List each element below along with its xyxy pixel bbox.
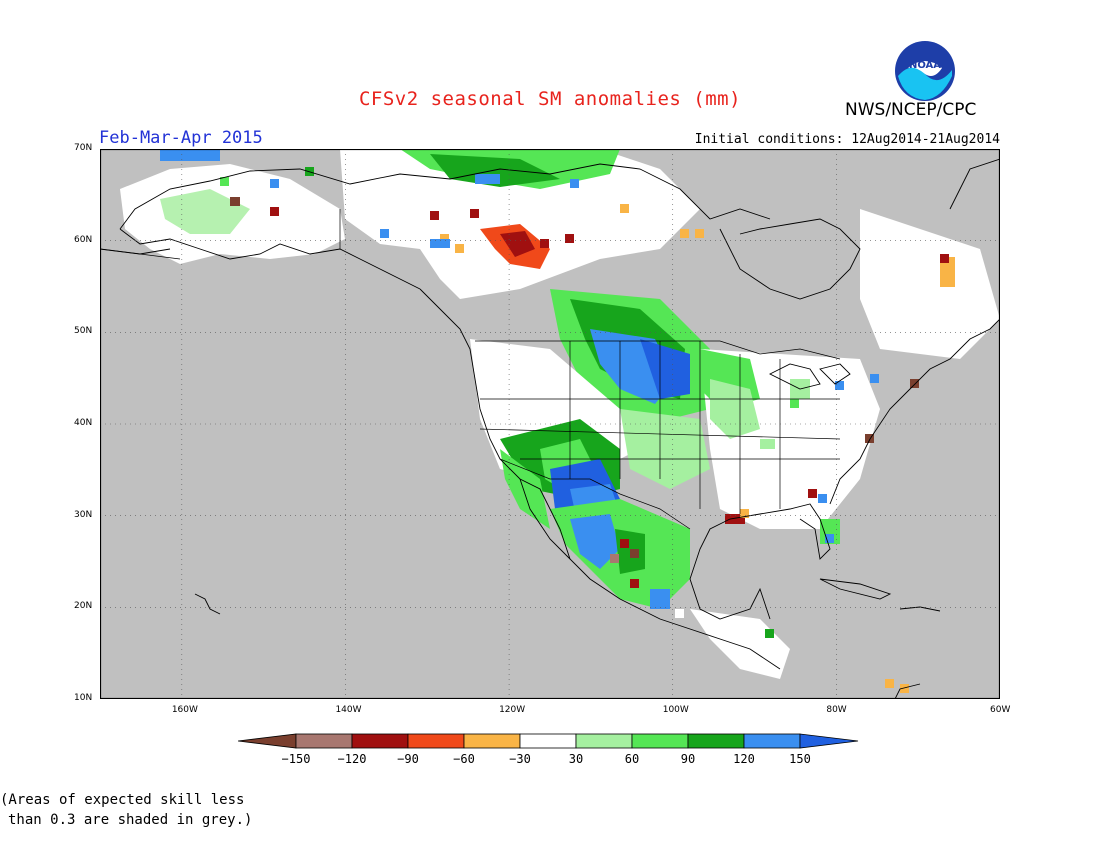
lat-tick-label: 70N xyxy=(74,143,93,153)
colorbar-label: −60 xyxy=(453,752,475,766)
colorbar-swatch xyxy=(743,733,801,749)
lon-tick-label: 160W xyxy=(171,705,198,715)
coastlines xyxy=(100,158,1000,699)
footnote-line-2: than 0.3 are shaded in grey.) xyxy=(8,812,253,828)
colorbar-label: −120 xyxy=(337,752,367,766)
lat-tick-label: 40N xyxy=(74,418,93,428)
lon-tick-label: 60W xyxy=(990,705,1011,715)
lon-tick-label: 100W xyxy=(662,705,689,715)
lat-tick-label: 60N xyxy=(74,234,93,245)
colorbar-label: −30 xyxy=(509,752,531,766)
colorbar xyxy=(238,733,859,749)
colorbar-label: 60 xyxy=(624,752,640,766)
colorbar-swatch xyxy=(351,733,409,749)
colorbar-swatch xyxy=(687,733,745,749)
colorbar-swatch xyxy=(519,733,577,749)
colorbar-label: −150 xyxy=(281,752,311,766)
map-frame xyxy=(100,149,1000,699)
lat-tick-label: 20N xyxy=(74,601,93,612)
footnote-line-1: (Areas of expected skill less xyxy=(0,792,245,808)
lat-tick-label: 30N xyxy=(74,509,93,520)
colorbar-label: 90 xyxy=(680,752,696,766)
lat-tick-label: 10N xyxy=(74,693,93,703)
political-borders xyxy=(100,209,841,530)
lon-tick-label: 80W xyxy=(826,705,847,715)
noaa-logo-icon: NOAA xyxy=(895,41,955,101)
colorbar-swatch xyxy=(407,733,465,749)
colorbar-swatch xyxy=(295,733,353,749)
initial-conditions: Initial conditions: 12Aug2014-21Aug2014 xyxy=(694,132,1000,147)
chart-title: CFSv2 seasonal SM anomalies (mm) xyxy=(358,88,742,110)
lat-tick-label: 50N xyxy=(74,326,93,337)
graticule xyxy=(100,149,1000,699)
forecast-period: Feb-Mar-Apr 2015 xyxy=(99,128,263,148)
agency-label: NWS/NCEP/CPC xyxy=(845,100,977,120)
colorbar-label: 120 xyxy=(733,752,755,766)
colorbar-arrow-high xyxy=(799,733,859,749)
lon-tick-label: 140W xyxy=(335,705,362,715)
colorbar-swatch xyxy=(463,733,521,749)
colorbar-label: 30 xyxy=(568,752,584,766)
soil-moisture-map xyxy=(100,149,1000,699)
colorbar-swatch xyxy=(575,733,633,749)
colorbar-label: −90 xyxy=(397,752,419,766)
noaa-logo-text: NOAA xyxy=(909,60,941,71)
colorbar-label: 150 xyxy=(789,752,811,766)
anomaly-cells xyxy=(120,149,1000,693)
colorbar-swatch xyxy=(631,733,689,749)
colorbar-arrow-low xyxy=(238,733,297,749)
lon-tick-label: 120W xyxy=(499,705,526,715)
